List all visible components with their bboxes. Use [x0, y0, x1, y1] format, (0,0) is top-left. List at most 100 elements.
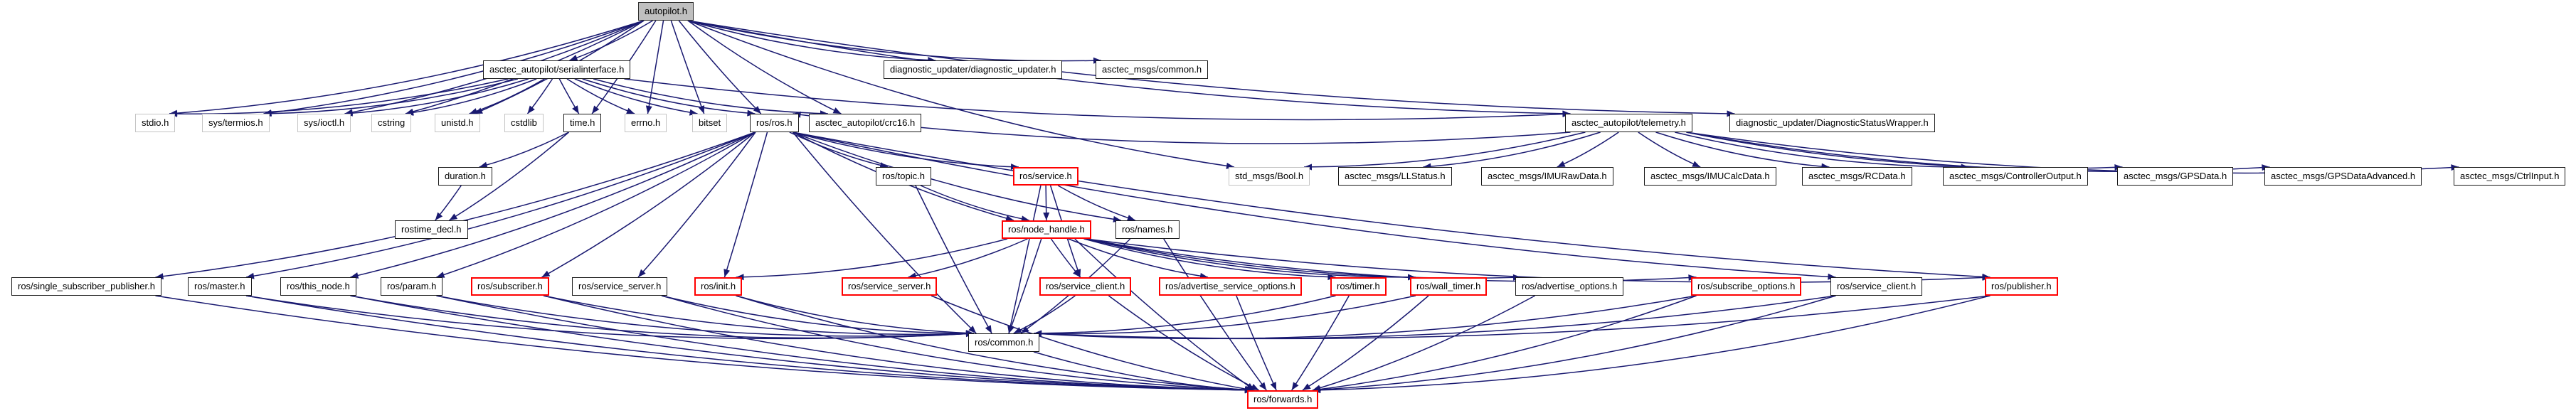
node-label: asctec_msgs/IMUCalcData.h — [1650, 171, 1770, 181]
edge-subscriber-to-common — [543, 295, 975, 336]
node-telemetry[interactable]: asctec_autopilot/telemetry.h — [1565, 114, 1692, 132]
node-llstatus[interactable]: asctec_msgs/LLStatus.h — [1338, 167, 1452, 186]
node-label: diagnostic_updater/diagnostic_updater.h — [890, 64, 1056, 75]
node-topic[interactable]: ros/topic.h — [876, 167, 931, 186]
edge-service_server_b-to-forwards — [661, 295, 1253, 391]
edge-ros_ros-to-publisher — [793, 132, 1991, 278]
node-init[interactable]: ros/init.h — [694, 277, 743, 296]
edge-wall_timer-to-common — [1033, 295, 1416, 335]
arrowhead — [155, 273, 164, 280]
edge-node_handle-to-wall_timer — [1085, 238, 1416, 278]
arrowhead — [1010, 163, 1019, 171]
arrowhead — [832, 107, 842, 114]
node-gpsdata[interactable]: asctec_msgs/GPSData.h — [2117, 167, 2234, 186]
edge-ros_ros-to-topic — [789, 132, 889, 168]
node-gpsadv[interactable]: asctec_msgs/GPSDataAdvanced.h — [2264, 167, 2422, 186]
arrowhead — [747, 109, 756, 117]
node-imucalc[interactable]: asctec_msgs/IMUCalcData.h — [1644, 167, 1776, 186]
arrowhead — [1727, 110, 1735, 117]
node-param[interactable]: ros/param.h — [381, 277, 443, 296]
node-serialinterface[interactable]: asctec_autopilot/serialinterface.h — [483, 60, 631, 79]
arrowhead — [469, 108, 478, 114]
arrowhead — [626, 107, 635, 114]
node-label: asctec_autopilot/serialinterface.h — [489, 64, 625, 75]
edge-autopilot-to-ros_ros — [678, 20, 762, 114]
node-label: asctec_msgs/RCData.h — [1808, 171, 1906, 181]
node-service[interactable]: ros/service.h — [1013, 167, 1078, 186]
node-service_server_r[interactable]: ros/service_server.h — [842, 277, 938, 296]
node-ssp[interactable]: ros/single_subscriber_publisher.h — [11, 277, 161, 296]
node-this_node[interactable]: ros/this_node.h — [280, 277, 356, 296]
node-label: ros/subscriber.h — [477, 281, 543, 291]
node-rostime[interactable]: rostime_decl.h — [395, 220, 468, 239]
edge-serialinterface-to-telemetry — [624, 78, 1571, 121]
node-timer[interactable]: ros/timer.h — [1330, 277, 1387, 296]
node-publisher[interactable]: ros/publisher.h — [1985, 277, 2058, 296]
node-label: cstdlib — [511, 117, 537, 128]
node-forwards[interactable]: ros/forwards.h — [1247, 390, 1319, 409]
node-label: errno.h — [631, 117, 661, 128]
edge-service-to-common — [1008, 185, 1041, 334]
edge-node_handle-to-timer — [1083, 238, 1336, 278]
node-dsw[interactable]: diagnostic_updater/DiagnosticStatusWrapp… — [1729, 114, 1935, 132]
node-common[interactable]: ros/common.h — [968, 333, 1040, 352]
edge-ros_ros-to-init — [723, 132, 768, 278]
node-service_client_b[interactable]: ros/service_client.h — [1830, 277, 1923, 296]
node-label: ros/wall_timer.h — [1416, 281, 1481, 291]
node-subscriber[interactable]: ros/subscriber.h — [471, 277, 549, 296]
node-ctrlinput[interactable]: asctec_msgs/CtrlInput.h — [2454, 167, 2566, 186]
node-duration[interactable]: duration.h — [438, 167, 492, 186]
edge-service_client_r-to-common — [1013, 295, 1076, 334]
node-label: stdio.h — [142, 117, 169, 128]
edge-param-to-common — [436, 295, 975, 337]
edge-telemetry-to-rcdata — [1655, 132, 1830, 168]
edge-wall_timer-to-forwards — [1302, 295, 1429, 391]
node-label: asctec_msgs/ControllerOutput.h — [1949, 171, 2082, 181]
edge-service-to-names — [1057, 185, 1136, 221]
node-ros_ros[interactable]: ros/ros.h — [750, 114, 799, 132]
node-label: ros/service.h — [1019, 171, 1072, 181]
edge-this_node-to-forwards — [350, 295, 1253, 391]
node-node_handle[interactable]: ros/node_handle.h — [1002, 220, 1091, 239]
node-msgs_common[interactable]: asctec_msgs/common.h — [1096, 60, 1209, 79]
node-label: asctec_msgs/common.h — [1102, 64, 1202, 75]
node-label: asctec_msgs/IMURawData.h — [1488, 171, 1607, 181]
arrowhead — [723, 269, 730, 277]
arrowhead — [1244, 386, 1253, 393]
node-ctrlout[interactable]: asctec_msgs/ControllerOutput.h — [1943, 167, 2088, 186]
node-label: ros/publisher.h — [1991, 281, 2052, 291]
node-time[interactable]: time.h — [563, 114, 602, 132]
node-label: asctec_msgs/LLStatus.h — [1345, 171, 1446, 181]
edge-serialinterface-to-crc16 — [593, 78, 828, 114]
node-label: ros/advertise_options.h — [1522, 281, 1618, 291]
arrowhead — [572, 105, 579, 114]
arrowhead — [436, 272, 445, 278]
node-autopilot: autopilot.h — [638, 2, 694, 21]
node-imuraw[interactable]: asctec_msgs/IMURawData.h — [1481, 167, 1613, 186]
edge-adv_opts-to-forwards — [1312, 295, 1535, 391]
node-names[interactable]: ros/names.h — [1115, 220, 1180, 239]
node-label: ros/this_node.h — [287, 281, 350, 291]
node-label: ros/node_handle.h — [1008, 224, 1085, 235]
node-crc16[interactable]: asctec_autopilot/crc16.h — [809, 114, 922, 132]
node-adv_svc_opts[interactable]: ros/advertise_service_options.h — [1159, 277, 1302, 296]
node-diag_updater[interactable]: diagnostic_updater/diagnostic_updater.h — [884, 60, 1063, 79]
arrowhead — [638, 269, 646, 277]
edge-node_handle-to-adv_opts — [1085, 238, 1522, 279]
node-label: diagnostic_updater/DiagnosticStatusWrapp… — [1736, 117, 1929, 128]
node-sub_opts[interactable]: ros/subscribe_options.h — [1691, 277, 1802, 296]
node-label: ros/service_client.h — [1837, 281, 1917, 291]
node-service_client_r[interactable]: ros/service_client.h — [1039, 277, 1132, 296]
arrowhead — [1828, 273, 1836, 280]
node-label: autopilot.h — [645, 6, 687, 16]
node-master[interactable]: ros/master.h — [188, 277, 252, 296]
edge-telemetry-to-imucalc — [1638, 132, 1701, 168]
node-cstdlib: cstdlib — [504, 114, 544, 132]
edge-time-to-duration — [479, 132, 569, 168]
node-adv_opts[interactable]: ros/advertise_options.h — [1515, 277, 1624, 296]
edge-telemetry-to-gpsdata — [1686, 132, 2123, 169]
node-service_server_b[interactable]: ros/service_server.h — [572, 277, 668, 296]
node-rcdata[interactable]: asctec_msgs/RCData.h — [1802, 167, 1912, 186]
node-wall_timer[interactable]: ros/wall_timer.h — [1410, 277, 1488, 296]
